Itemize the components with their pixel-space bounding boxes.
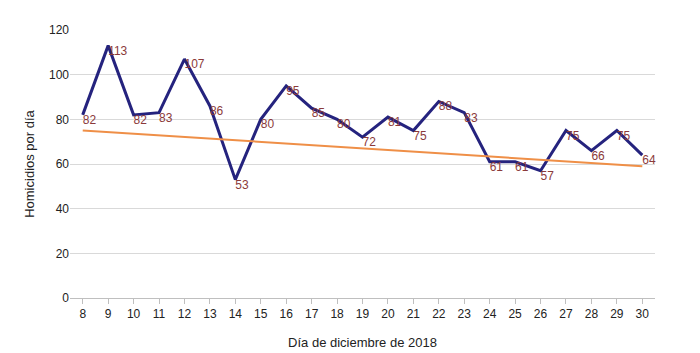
svg-text:80: 80 bbox=[261, 117, 275, 131]
svg-text:64: 64 bbox=[642, 153, 656, 167]
svg-text:80: 80 bbox=[56, 113, 70, 127]
svg-text:12: 12 bbox=[178, 307, 192, 321]
svg-text:Día de diciembre de 2018: Día de diciembre de 2018 bbox=[288, 335, 437, 350]
svg-text:24: 24 bbox=[483, 307, 497, 321]
svg-text:75: 75 bbox=[617, 129, 631, 143]
svg-text:8: 8 bbox=[79, 307, 86, 321]
svg-text:60: 60 bbox=[56, 157, 70, 171]
svg-text:88: 88 bbox=[439, 99, 453, 113]
svg-text:83: 83 bbox=[464, 111, 478, 125]
svg-text:14: 14 bbox=[229, 307, 243, 321]
svg-text:19: 19 bbox=[356, 307, 370, 321]
svg-text:100: 100 bbox=[49, 68, 69, 82]
svg-text:25: 25 bbox=[508, 307, 522, 321]
svg-text:17: 17 bbox=[305, 307, 319, 321]
svg-text:86: 86 bbox=[210, 104, 224, 118]
svg-text:80: 80 bbox=[337, 117, 351, 131]
svg-text:21: 21 bbox=[407, 307, 421, 321]
svg-text:29: 29 bbox=[610, 307, 624, 321]
svg-text:83: 83 bbox=[159, 111, 173, 125]
svg-text:120: 120 bbox=[49, 23, 69, 37]
svg-text:22: 22 bbox=[432, 307, 446, 321]
svg-text:10: 10 bbox=[127, 307, 141, 321]
svg-text:72: 72 bbox=[363, 135, 377, 149]
svg-text:13: 13 bbox=[203, 307, 217, 321]
svg-text:20: 20 bbox=[381, 307, 395, 321]
svg-text:61: 61 bbox=[490, 160, 504, 174]
svg-text:28: 28 bbox=[585, 307, 599, 321]
svg-text:15: 15 bbox=[254, 307, 268, 321]
svg-text:20: 20 bbox=[56, 247, 70, 261]
svg-text:61: 61 bbox=[515, 160, 529, 174]
svg-text:27: 27 bbox=[559, 307, 573, 321]
svg-text:85: 85 bbox=[312, 106, 326, 120]
svg-text:75: 75 bbox=[566, 129, 580, 143]
svg-text:16: 16 bbox=[280, 307, 294, 321]
svg-text:57: 57 bbox=[541, 169, 555, 183]
svg-text:30: 30 bbox=[636, 307, 650, 321]
svg-text:Homicidios por día: Homicidios por día bbox=[22, 109, 37, 217]
svg-text:23: 23 bbox=[458, 307, 472, 321]
svg-text:81: 81 bbox=[388, 115, 402, 129]
svg-text:107: 107 bbox=[184, 57, 204, 71]
svg-text:75: 75 bbox=[413, 129, 427, 143]
svg-text:11: 11 bbox=[153, 307, 166, 321]
svg-text:113: 113 bbox=[108, 44, 127, 58]
svg-text:26: 26 bbox=[534, 307, 548, 321]
svg-text:82: 82 bbox=[83, 113, 97, 127]
svg-text:95: 95 bbox=[286, 84, 300, 98]
svg-text:66: 66 bbox=[591, 149, 605, 163]
svg-text:40: 40 bbox=[56, 202, 70, 216]
svg-text:53: 53 bbox=[235, 178, 249, 192]
svg-text:0: 0 bbox=[62, 291, 69, 305]
svg-text:18: 18 bbox=[330, 307, 344, 321]
svg-text:82: 82 bbox=[134, 113, 148, 127]
svg-text:9: 9 bbox=[105, 307, 112, 321]
